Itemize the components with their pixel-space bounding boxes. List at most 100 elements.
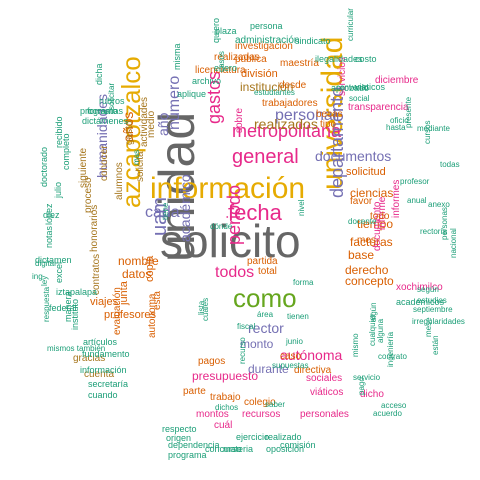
cloud-word: personas xyxy=(440,207,449,240)
cloud-word: autónoma xyxy=(280,347,343,363)
cloud-word: enero xyxy=(214,63,238,73)
cloud-word: julio xyxy=(53,181,63,198)
cloud-word: dichos xyxy=(215,403,239,412)
cloud-word: notas xyxy=(44,225,54,248)
cloud-word: saber xyxy=(265,400,286,409)
cloud-word: pública xyxy=(235,54,267,65)
cloud-word: hasta xyxy=(386,123,406,132)
cloud-word: departamento xyxy=(327,86,347,198)
cloud-word: trabajadores xyxy=(262,98,318,109)
cloud-word: forma xyxy=(293,278,314,287)
cloud-word: según xyxy=(417,285,439,294)
cloud-word: trabajo xyxy=(210,392,241,403)
cloud-word: junio xyxy=(286,337,303,346)
cloud-word: cuál xyxy=(214,420,233,431)
cloud-word: todo xyxy=(370,211,390,222)
cloud-word: ejercicio xyxy=(236,432,270,442)
cloud-word: persona xyxy=(250,21,283,31)
cloud-word: social xyxy=(349,94,370,103)
cloud-word: mediante xyxy=(417,124,450,133)
cloud-word: tiene xyxy=(161,202,170,220)
cloud-word: montos xyxy=(196,409,229,420)
cloud-word: becas xyxy=(316,109,343,120)
cloud-word: general xyxy=(232,146,299,168)
cloud-word: todas xyxy=(440,160,460,169)
cloud-word: rector xyxy=(248,320,284,336)
cloud-word: dicho xyxy=(360,389,384,400)
cloud-word: desde xyxy=(279,80,307,91)
cloud-word: mese xyxy=(424,317,433,337)
cloud-word: tienen xyxy=(287,312,309,321)
cloud-word: solicitar xyxy=(107,82,116,110)
cloud-word: fiscal xyxy=(237,322,256,331)
cloud-word: programa xyxy=(168,450,207,460)
cloud-word: rectoría xyxy=(420,227,448,236)
cloud-word: viáticos xyxy=(310,387,344,398)
cloud-word: fecha xyxy=(228,200,282,225)
cloud-word: anexo xyxy=(428,200,450,209)
cloud-word: respuesta xyxy=(42,286,51,322)
cloud-word: sobre xyxy=(234,107,245,133)
cloud-word: viaticos xyxy=(355,82,386,92)
cloud-word: viajes xyxy=(90,296,119,308)
cloud-word: anual xyxy=(407,196,427,205)
cloud-word: acceso xyxy=(381,401,407,410)
cloud-word: ingeniería xyxy=(386,331,395,367)
cloud-word: actividades xyxy=(139,96,150,147)
cloud-word: docente xyxy=(348,217,377,226)
cloud-word: formato xyxy=(87,106,118,116)
cloud-word: directiva xyxy=(294,365,332,376)
cloud-word: sindicato xyxy=(295,36,331,46)
cloud-word: siguiente xyxy=(78,147,89,188)
cloud-word: aprobado xyxy=(331,83,370,93)
cloud-word: respecto xyxy=(162,424,197,434)
cloud-word: mes xyxy=(357,235,376,246)
cloud-word: conocer xyxy=(99,145,110,181)
cloud-word: presente xyxy=(404,96,413,128)
cloud-word: dónde xyxy=(210,222,233,231)
cloud-word: recurso xyxy=(238,337,247,364)
cloud-word: rubros xyxy=(99,96,125,106)
cloud-word: realizado xyxy=(265,432,302,442)
cloud-word: estudios xyxy=(417,296,447,305)
cloud-word: licenciatura xyxy=(195,65,246,76)
cloud-word: transparencia xyxy=(348,102,409,113)
cloud-word: septiembre xyxy=(413,305,453,314)
cloud-word: académico xyxy=(177,174,193,242)
cloud-word: materia xyxy=(223,444,254,454)
cloud-word: ciencias xyxy=(350,186,394,200)
cloud-word: contrato xyxy=(378,352,407,361)
cloud-word: cuando xyxy=(88,390,118,400)
cloud-word: ing xyxy=(32,272,43,281)
cloud-word: colegio xyxy=(244,397,276,408)
cloud-word: cada xyxy=(145,204,180,221)
cloud-word: alumnos xyxy=(114,162,125,200)
cloud-word: institución xyxy=(240,80,294,94)
cloud-word: dictamen xyxy=(35,255,72,265)
cloud-word: base xyxy=(348,248,375,262)
cloud-word: año xyxy=(155,112,171,136)
cloud-word: realizados xyxy=(254,116,318,132)
cloud-word: información xyxy=(80,365,127,375)
cloud-word: área xyxy=(257,310,274,319)
cloud-word: pagos xyxy=(198,356,226,367)
cloud-word: cursos xyxy=(423,120,432,144)
cloud-word: datos xyxy=(122,267,152,281)
cloud-word: excel xyxy=(54,261,64,283)
cloud-word: comisión xyxy=(280,440,316,450)
cloud-word: lista xyxy=(197,300,206,315)
cloud-word: profesor xyxy=(400,177,430,186)
cloud-word: favor xyxy=(350,196,373,207)
cloud-word: costo xyxy=(355,54,377,64)
cloud-word: xochimilco xyxy=(396,282,443,293)
cloud-word: casos xyxy=(217,51,226,72)
cloud-word: doctorado xyxy=(39,146,49,187)
cloud-word: plaza xyxy=(215,26,237,36)
cloud-word: personales xyxy=(300,409,349,420)
cloud-word: esta xyxy=(152,291,163,310)
cloud-word: nivel xyxy=(297,199,306,216)
cloud-word: monto xyxy=(240,337,274,351)
cloud-word: realizadas xyxy=(214,52,260,63)
cloud-word: dicha xyxy=(94,63,104,85)
cloud-word: servicio xyxy=(353,373,381,382)
